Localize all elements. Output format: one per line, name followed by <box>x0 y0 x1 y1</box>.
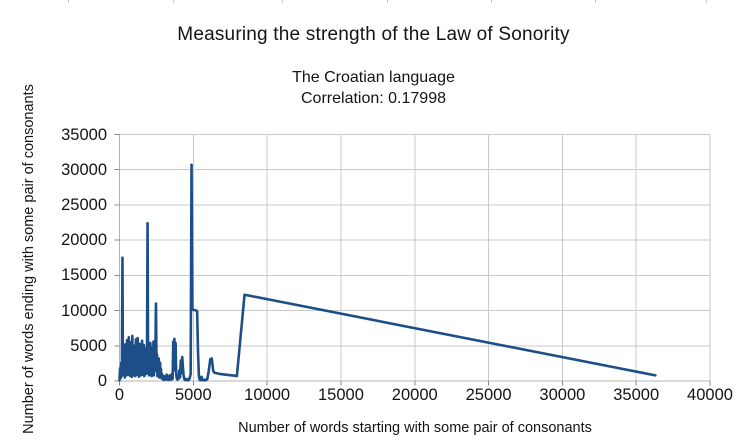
x-axis-title: Number of words starting with some pair … <box>238 420 592 436</box>
y-tick-label: 10000 <box>61 301 107 320</box>
x-tick-label: 35000 <box>613 386 660 404</box>
chart-title: Measuring the strength of the Law of Son… <box>177 24 570 45</box>
y-tick-label: 35000 <box>61 125 107 144</box>
top-ruler-tick <box>68 0 69 3</box>
y-tick-label: 25000 <box>61 195 107 214</box>
top-ruler-tick <box>282 0 283 3</box>
top-ruler-tick <box>706 0 707 3</box>
x-tick-label: 20000 <box>391 386 438 404</box>
x-tick-label: 15000 <box>317 386 364 404</box>
top-ruler-tick <box>491 0 492 3</box>
y-tick-label: 20000 <box>61 231 107 250</box>
top-ruler-tick <box>595 0 596 3</box>
x-tick-label: 40000 <box>687 386 733 404</box>
y-tick-label: 15000 <box>61 266 107 285</box>
x-tick-label: 5000 <box>174 386 212 404</box>
x-tick-label: 25000 <box>465 386 512 404</box>
subtitle-correlation-line: Correlation: 0.17998 <box>301 90 446 107</box>
y-tick-label: 0 <box>97 372 107 390</box>
data-line-series <box>118 163 657 382</box>
top-ruler-tick <box>173 0 174 3</box>
top-ruler-tick <box>387 0 388 3</box>
x-tick-label: 0 <box>114 386 125 404</box>
x-tick-label: 10000 <box>244 386 291 404</box>
x-tick-label: 30000 <box>539 386 586 404</box>
subtitle-language-line: The Croatian language <box>292 69 455 86</box>
y-tick-label: 5000 <box>70 336 107 355</box>
y-tick-label: 30000 <box>61 160 107 179</box>
chart-subtitle: The Croatian language Correlation: 0.179… <box>0 67 747 109</box>
